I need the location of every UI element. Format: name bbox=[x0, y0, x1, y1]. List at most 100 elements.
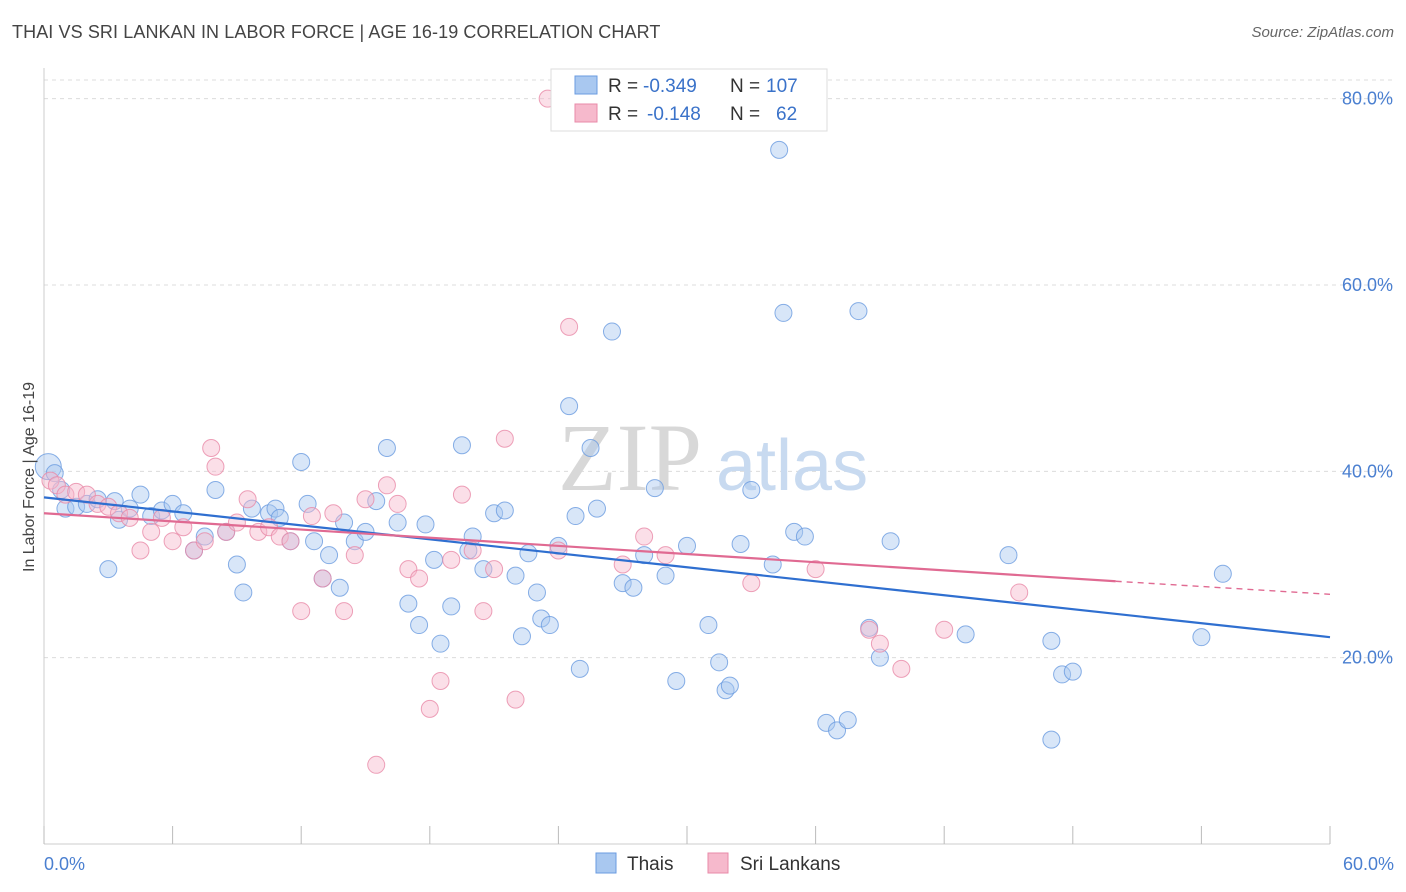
point-sri-lankans bbox=[506, 690, 525, 709]
point-thais bbox=[1192, 628, 1211, 647]
point-thais bbox=[849, 302, 868, 321]
point-sri-lankans bbox=[367, 755, 386, 774]
bottom-legend-label-sri-lankans: Sri Lankans bbox=[740, 854, 840, 875]
point-thais bbox=[570, 659, 589, 678]
point-thais bbox=[512, 627, 531, 646]
y-tick-label: 20.0% bbox=[1342, 648, 1393, 668]
legend-box: R = -0.349 N = 107 R = -0.148 N = 62 bbox=[550, 68, 828, 132]
bottom-legend: Thais Sri Lankans bbox=[595, 852, 840, 875]
point-sri-lankans bbox=[495, 429, 514, 448]
point-thais bbox=[1053, 665, 1072, 684]
point-thais bbox=[519, 544, 538, 563]
point-sri-lankans bbox=[131, 541, 150, 560]
point-thais bbox=[624, 578, 643, 597]
point-thais bbox=[645, 479, 664, 498]
point-sri-lankans bbox=[41, 471, 60, 490]
x-tick-label-max: 60.0% bbox=[1343, 854, 1394, 874]
point-sri-lankans bbox=[635, 527, 654, 546]
point-sri-lankans bbox=[238, 490, 257, 509]
legend-r-label-sri-lankans: R = bbox=[608, 104, 638, 125]
point-sri-lankans bbox=[474, 602, 493, 621]
point-sri-lankans bbox=[292, 602, 311, 621]
point-sri-lankans bbox=[742, 574, 761, 593]
point-thais bbox=[452, 436, 471, 455]
point-thais bbox=[699, 616, 718, 635]
point-thais bbox=[1063, 662, 1082, 681]
point-thais bbox=[560, 397, 579, 416]
point-thais bbox=[785, 522, 804, 541]
point-sri-lankans bbox=[1010, 583, 1029, 602]
point-sri-lankans bbox=[227, 513, 246, 532]
point-thais bbox=[1042, 730, 1061, 749]
point-thais bbox=[206, 480, 225, 499]
point-thais bbox=[1042, 631, 1061, 650]
point-thais bbox=[720, 676, 739, 695]
point-sri-lankans bbox=[892, 659, 911, 678]
point-thais bbox=[1213, 564, 1232, 583]
watermark-zip: ZIP bbox=[558, 404, 702, 511]
point-thais bbox=[377, 439, 396, 458]
legend-n-label-sri-lankans: N = bbox=[730, 104, 760, 125]
point-thais bbox=[410, 616, 429, 635]
point-sri-lankans bbox=[935, 620, 954, 639]
legend-swatch-thais bbox=[574, 75, 598, 95]
legend-r-value-thais: -0.349 bbox=[643, 76, 697, 97]
point-thais bbox=[305, 532, 324, 551]
trend-line-sri-lankans-extension bbox=[1115, 580, 1331, 596]
point-thais bbox=[99, 560, 118, 579]
point-thais bbox=[195, 527, 214, 546]
point-thais bbox=[495, 501, 514, 520]
point-thais bbox=[459, 541, 478, 560]
point-thais bbox=[527, 583, 546, 602]
point-thais bbox=[710, 653, 729, 672]
point-thais bbox=[566, 507, 585, 526]
point-sri-lankans bbox=[452, 485, 471, 504]
bottom-legend-swatch-sri-lankans bbox=[707, 852, 729, 874]
legend-n-value-sri-lankans: 62 bbox=[776, 104, 797, 125]
y-tick-label: 60.0% bbox=[1342, 275, 1393, 295]
point-thais bbox=[485, 504, 504, 523]
point-thais bbox=[870, 648, 889, 667]
legend-swatch-sri-lankans bbox=[574, 103, 598, 123]
point-sri-lankans bbox=[656, 546, 675, 565]
point-sri-lankans bbox=[142, 522, 161, 541]
point-thais bbox=[742, 480, 761, 499]
x-tick-label-min: 0.0% bbox=[44, 854, 85, 874]
point-sri-lankans bbox=[870, 634, 889, 653]
axes bbox=[43, 68, 1331, 845]
point-sri-lankans bbox=[463, 541, 482, 560]
point-thais bbox=[956, 625, 975, 644]
point-thais bbox=[474, 560, 493, 579]
point-thais bbox=[292, 453, 311, 471]
y-tick-label: 40.0% bbox=[1342, 461, 1393, 481]
chart-title: THAI VS SRI LANKAN IN LABOR FORCE | AGE … bbox=[12, 22, 661, 42]
point-thais bbox=[234, 583, 253, 602]
point-thais bbox=[587, 499, 606, 518]
point-sri-lankans bbox=[206, 457, 225, 476]
watermark-atlas: atlas bbox=[716, 426, 868, 506]
point-sri-lankans bbox=[163, 532, 182, 551]
point-thais bbox=[667, 671, 686, 690]
y-axis-title: In Labor Force | Age 16-19 bbox=[21, 382, 38, 572]
point-sri-lankans bbox=[485, 560, 504, 579]
point-sri-lankans bbox=[345, 546, 364, 565]
point-thais bbox=[131, 485, 150, 504]
point-thais bbox=[817, 713, 836, 732]
point-sri-lankans bbox=[388, 494, 407, 513]
point-thais bbox=[298, 494, 317, 513]
point-sri-lankans bbox=[313, 569, 332, 588]
point-sri-lankans bbox=[560, 317, 579, 336]
point-sri-lankans bbox=[195, 532, 214, 551]
point-thais bbox=[242, 499, 261, 518]
point-thais bbox=[399, 594, 418, 613]
point-sri-lankans bbox=[806, 560, 825, 579]
trend-lines bbox=[43, 496, 1331, 639]
trend-line-thais bbox=[43, 496, 1331, 639]
point-thais bbox=[613, 574, 632, 593]
point-thais bbox=[999, 546, 1018, 565]
legend-n-value-thais: 107 bbox=[766, 76, 798, 97]
point-sri-lankans bbox=[202, 439, 221, 458]
point-sri-lankans bbox=[302, 507, 321, 526]
point-thais bbox=[330, 578, 349, 597]
